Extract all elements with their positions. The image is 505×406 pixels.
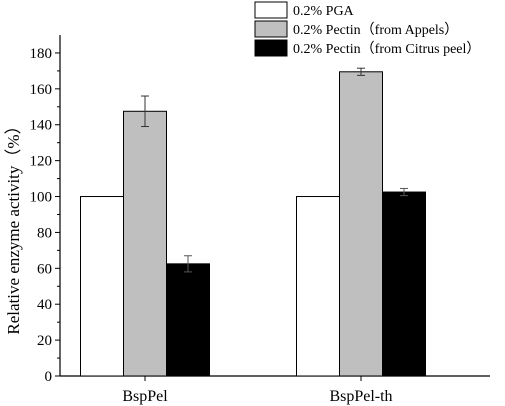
legend: 0.2% PGA 0.2% Pectin（from Appels） 0.2% Pec… xyxy=(254,1,480,57)
bar xyxy=(166,263,210,377)
y-tick-label: 80 xyxy=(37,225,52,241)
legend-label: 0.2% Pectin（from Citrus peel） xyxy=(293,41,480,57)
y-tick-label: 40 xyxy=(37,297,52,313)
y-tick-label: 160 xyxy=(30,82,53,98)
y-tick-label: 0 xyxy=(45,369,53,385)
legend-label: 0.2% PGA xyxy=(293,4,355,19)
x-category-label: BspPel xyxy=(122,388,168,405)
y-tick-label: 60 xyxy=(37,261,52,277)
axes: 0 20 40 60 80 100 120 140 160 180 BspPel BspPel-th xyxy=(30,35,490,405)
y-tick-label: 20 xyxy=(37,333,52,349)
legend-swatch xyxy=(254,39,288,57)
bar xyxy=(80,196,124,377)
legend-label: 0.2% Pectin（from Appels） xyxy=(293,22,458,38)
y-tick-label: 120 xyxy=(30,154,53,170)
bar xyxy=(123,110,167,377)
y-tick-label: 180 xyxy=(30,46,53,62)
bar xyxy=(296,196,340,377)
bar xyxy=(382,191,426,377)
y-axis-label: Relative enzyme activity（%） xyxy=(4,117,23,334)
bar xyxy=(339,71,383,377)
legend-swatch xyxy=(254,1,288,19)
legend-swatch xyxy=(254,20,288,38)
y-tick-label: 140 xyxy=(30,118,53,134)
y-tick-label: 100 xyxy=(30,190,53,206)
x-category-label: BspPel-th xyxy=(329,388,392,405)
bars xyxy=(80,67,426,377)
